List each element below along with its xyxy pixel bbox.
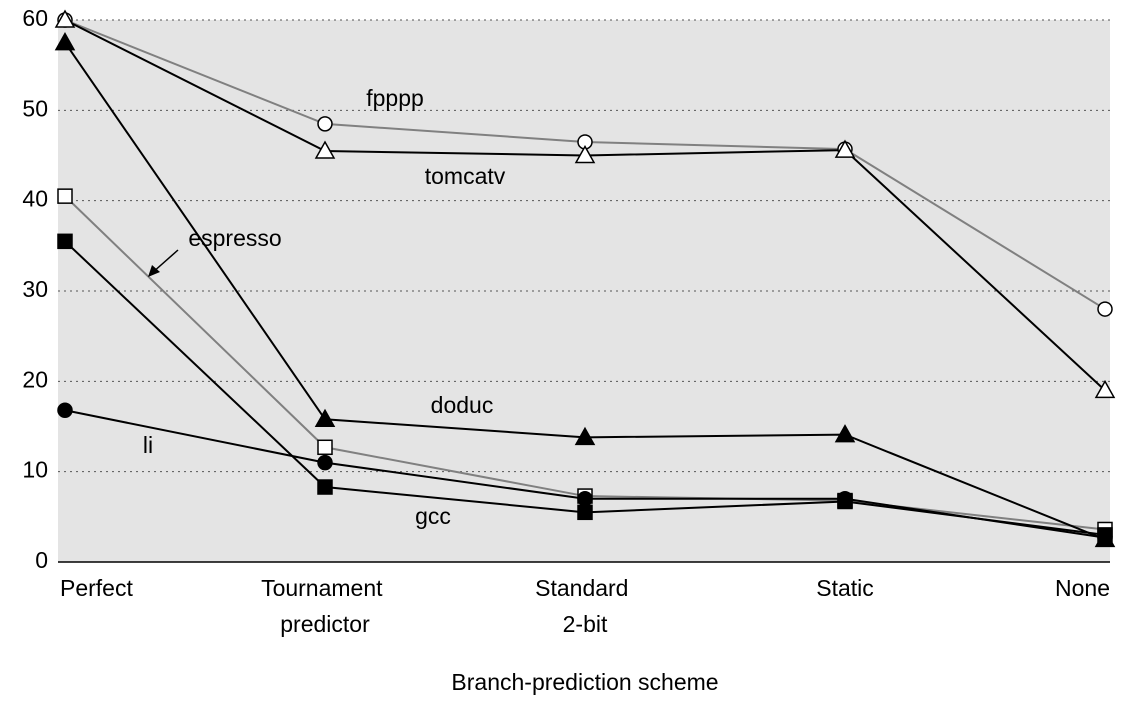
marker [834, 424, 856, 443]
marker [54, 9, 76, 28]
marker [317, 439, 333, 456]
series-label: tomcatv [425, 163, 506, 189]
marker [317, 454, 333, 471]
x-tick-label: Perfect [60, 575, 133, 601]
y-tick-label: 10 [22, 457, 48, 483]
y-tick-label: 40 [22, 186, 48, 212]
series-label: gcc [415, 503, 451, 529]
annotation-arrowhead [148, 265, 160, 277]
y-tick-label: 50 [22, 95, 48, 121]
marker [1097, 527, 1113, 543]
marker [574, 144, 596, 164]
x-tick-label: Tournament predictor [261, 575, 389, 637]
marker [834, 139, 856, 158]
x-tick-label: None [1055, 575, 1110, 601]
marker [317, 479, 333, 495]
marker [837, 493, 853, 510]
marker [57, 233, 73, 250]
series-label: li [143, 432, 153, 458]
marker [314, 408, 336, 428]
marker [54, 32, 76, 51]
marker [577, 491, 593, 507]
y-tick-label: 30 [22, 276, 48, 302]
series-label: espresso [188, 225, 281, 251]
series-label: doduc [431, 392, 494, 418]
marker [574, 426, 596, 446]
marker [1097, 301, 1113, 317]
x-axis-title: Branch-prediction scheme [451, 669, 718, 695]
x-tick-label: Static [816, 575, 874, 601]
marker [317, 116, 333, 132]
series-label: fpppp [366, 85, 424, 111]
x-tick-label: Standard 2-bit [535, 575, 635, 637]
marker [57, 188, 73, 204]
y-tick-label: 20 [22, 366, 48, 392]
marker [314, 140, 336, 159]
marker [1094, 379, 1116, 399]
marker [57, 402, 73, 418]
marker [577, 504, 593, 521]
y-tick-label: 0 [35, 547, 48, 573]
y-tick-label: 60 [22, 5, 48, 31]
